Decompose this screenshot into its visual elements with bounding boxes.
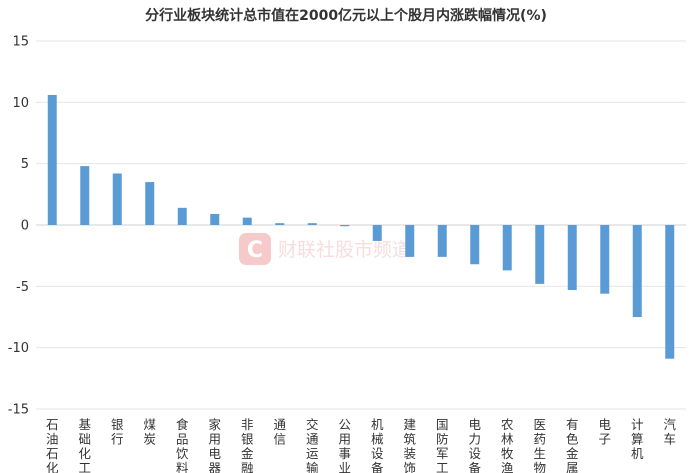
grid-lines: [36, 40, 686, 410]
watermark-logo-letter: C: [247, 238, 263, 263]
y-tick-label: -5: [16, 280, 29, 295]
bar-5: [177, 207, 187, 225]
category-label: 医药生物: [533, 417, 546, 473]
bar-8: [275, 223, 285, 225]
category-label: 农林牧渔: [501, 417, 514, 473]
category-label: 食品饮料: [176, 417, 189, 473]
y-axis-tick-labels: 15 10 5 0 -5 -10 -15: [8, 35, 29, 418]
y-tick-label: -10: [8, 341, 29, 356]
bar-19: [632, 225, 642, 317]
bar-11: [372, 225, 382, 241]
bar-6: [210, 213, 220, 225]
bar-20: [665, 225, 675, 359]
category-label: 家用电器: [208, 417, 221, 473]
bar-10: [340, 225, 350, 227]
bar-14: [470, 225, 480, 265]
bar-13: [437, 225, 447, 257]
watermark: C 财联社股市频道: [239, 233, 411, 265]
category-label: 基础化工: [78, 417, 91, 473]
bar-12: [405, 225, 415, 257]
category-label: 计算机: [631, 417, 644, 461]
watermark-logo-icon: [239, 233, 271, 265]
bar-16: [535, 225, 545, 284]
y-tick-label: 0: [21, 219, 29, 234]
category-label: 建筑装饰: [403, 417, 416, 473]
bar-4: [145, 182, 155, 225]
bar-3: [112, 173, 122, 225]
chart-title: 分行业板块统计总市值在2000亿元以上个股月内涨跌幅情况(%): [145, 7, 547, 24]
bars: [47, 94, 675, 359]
bar-2: [80, 166, 90, 225]
bar-18: [600, 225, 610, 294]
y-tick-label: 10: [12, 96, 29, 111]
category-label: 汽车: [663, 417, 676, 447]
category-label: 交通运输: [306, 417, 319, 473]
bar-17: [567, 225, 577, 291]
bar-1: [47, 94, 57, 226]
bar-7: [242, 217, 252, 225]
bar-15: [502, 225, 512, 271]
category-label: 机械设备: [371, 417, 384, 473]
category-label: 国防军工: [436, 417, 449, 473]
category-label: 电子: [598, 417, 611, 447]
category-label: 公用事业: [338, 417, 351, 473]
category-label: 通信: [273, 417, 286, 447]
category-label: 煤炭: [143, 417, 156, 447]
category-label: 非银金融: [241, 417, 254, 473]
y-tick-label: 15: [12, 35, 29, 50]
y-tick-label: 5: [21, 157, 29, 172]
category-label: 电力设备: [468, 417, 481, 473]
y-tick-label: -15: [8, 403, 29, 418]
category-label: 银行: [111, 417, 124, 447]
category-label: 有色金属: [566, 417, 579, 473]
bar-9: [307, 223, 317, 225]
watermark-text: 财联社股市频道: [278, 239, 411, 261]
category-label: 石油石化: [46, 417, 59, 473]
